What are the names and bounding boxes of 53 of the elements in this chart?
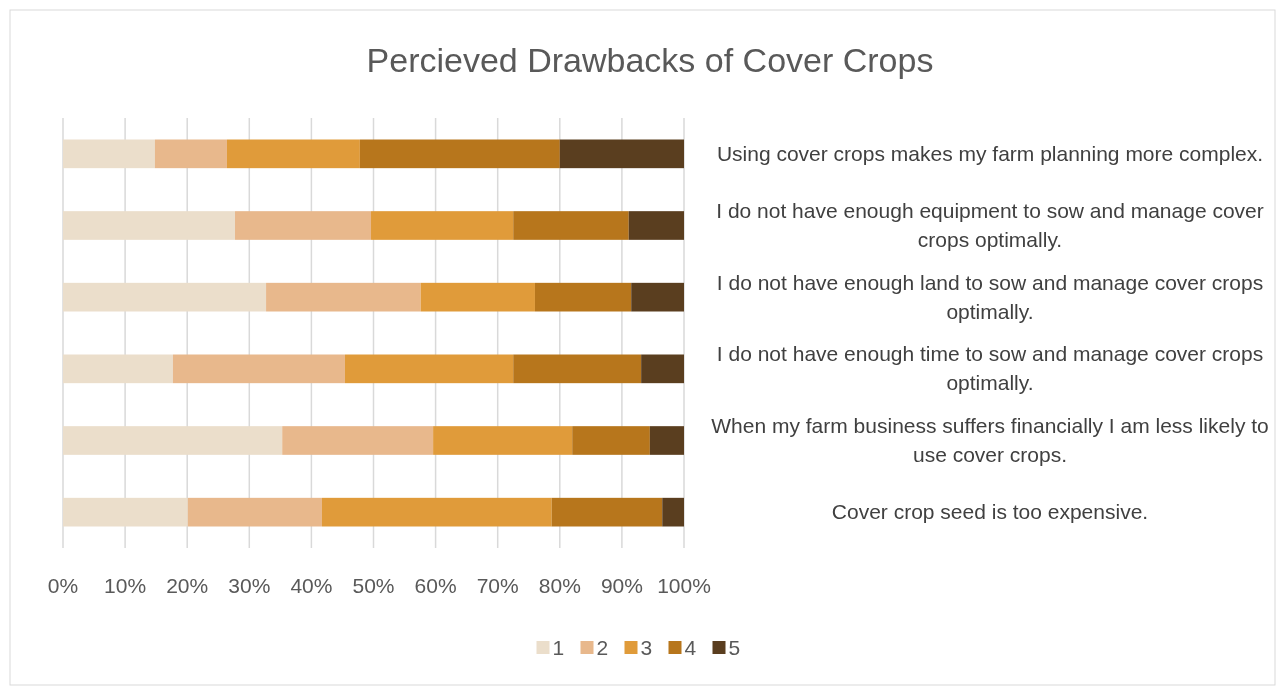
x-tick-label: 30% bbox=[228, 574, 271, 597]
x-tick-label: 20% bbox=[166, 574, 209, 597]
bar bbox=[513, 211, 629, 240]
bar bbox=[433, 426, 573, 455]
x-tick-label: 90% bbox=[600, 574, 643, 597]
bar bbox=[628, 211, 684, 240]
bar bbox=[235, 211, 372, 240]
y-tick-label: I do not have enough time to sow and manage cover crops optimally. bbox=[716, 342, 1264, 395]
chart-title: Percieved Drawbacks of Cover Crops bbox=[366, 41, 934, 79]
bar bbox=[187, 497, 322, 527]
bar bbox=[266, 282, 421, 312]
bar bbox=[534, 282, 632, 312]
x-tick-label: 10% bbox=[104, 574, 147, 597]
bar bbox=[631, 282, 684, 312]
bar bbox=[282, 426, 434, 455]
bar bbox=[321, 497, 552, 527]
x-tick-label: 50% bbox=[352, 574, 395, 597]
bar bbox=[662, 497, 684, 527]
bar bbox=[371, 211, 514, 240]
bar bbox=[63, 426, 283, 455]
bar bbox=[344, 354, 514, 384]
x-tick-label: 60% bbox=[414, 574, 457, 597]
x-tick-label: 70% bbox=[476, 574, 519, 597]
y-tick-label: I do not have enough land to sow and manage cover crops optimally. bbox=[716, 270, 1264, 323]
bar bbox=[420, 282, 535, 312]
bar bbox=[649, 426, 684, 455]
y-tick-label: Cover crop seed is too expensive. bbox=[831, 500, 1149, 524]
bar bbox=[63, 211, 236, 240]
x-tick-label: 0% bbox=[47, 574, 79, 597]
bar bbox=[63, 497, 188, 527]
bar bbox=[172, 354, 345, 384]
legend-label: 5 bbox=[728, 636, 741, 659]
bar bbox=[572, 426, 650, 455]
x-tick-label: 100% bbox=[657, 574, 711, 597]
bar bbox=[559, 139, 684, 169]
y-tick-label: I do not have enough equipment to sow and manage cover crops optimally. bbox=[716, 199, 1264, 251]
bar bbox=[154, 139, 227, 169]
bar bbox=[359, 139, 560, 169]
bar bbox=[63, 282, 267, 312]
legend-label: 2 bbox=[596, 636, 609, 659]
bar bbox=[63, 354, 173, 384]
y-tick-label: When my farm business suffers financially I am less likely to use cover crops. bbox=[711, 414, 1269, 466]
legend-label: 1 bbox=[552, 636, 565, 659]
bar bbox=[551, 497, 663, 527]
bar bbox=[641, 354, 684, 384]
bar bbox=[226, 139, 360, 169]
y-tick-label: Using cover crops makes my farm planning more complex. bbox=[716, 141, 1264, 165]
legend-label: 3 bbox=[640, 636, 653, 659]
bar bbox=[513, 354, 642, 384]
x-tick-label: 40% bbox=[290, 574, 333, 597]
legend-label: 4 bbox=[684, 636, 697, 659]
x-tick-label: 80% bbox=[538, 574, 581, 597]
bar bbox=[63, 139, 155, 169]
